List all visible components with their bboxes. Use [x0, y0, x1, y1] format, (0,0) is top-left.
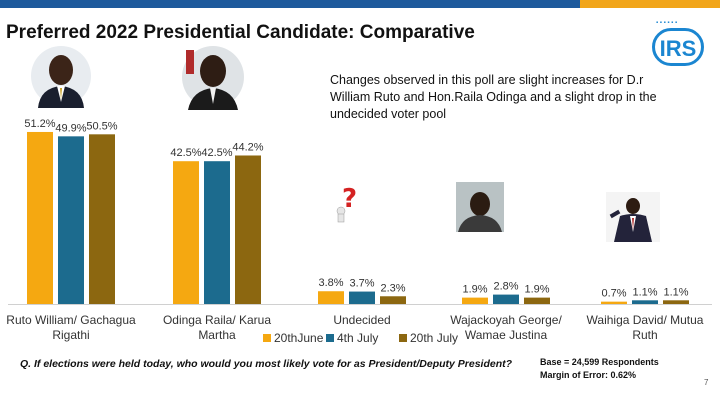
- page-number: 7: [704, 378, 709, 387]
- data-label-4-2: 1.1%: [663, 286, 688, 298]
- margin-of-error: Margin of Error: 0.62%: [540, 370, 637, 380]
- category-label-2-0: Undecided: [333, 313, 390, 327]
- candidate-photo-odinga: [182, 44, 244, 110]
- data-label-3-0: 1.9%: [462, 284, 487, 296]
- legend-label-1: 4th July: [337, 331, 378, 345]
- slide-title: Preferred 2022 Presidential Candidate: C…: [6, 22, 475, 43]
- bar-4-0: [601, 301, 627, 304]
- bar-0-0: [27, 131, 53, 304]
- bar-1-0: [173, 161, 199, 304]
- survey-question: Q. If elections were held today, who wou…: [20, 358, 513, 370]
- category-label-1-0: Odinga Raila/ Karua: [163, 313, 271, 327]
- bar-4-2: [663, 300, 689, 304]
- candidate-photo-wajackoyah: [456, 182, 504, 232]
- category-label-0-0: Ruto William/ Gachagua: [6, 313, 136, 327]
- category-label-1-1: Martha: [198, 328, 236, 342]
- data-label-2-0: 3.8%: [318, 277, 343, 289]
- data-label-3-2: 1.9%: [524, 284, 549, 296]
- bar-0-2: [89, 134, 115, 304]
- logo-text: IRS: [652, 28, 704, 66]
- poll-note: Changes observed in this poll are slight…: [330, 73, 657, 121]
- legend-swatch-1: [326, 334, 334, 342]
- data-label-0-1: 49.9%: [55, 122, 86, 134]
- data-label-2-2: 2.3%: [380, 282, 405, 294]
- logo-tagline-mark: ▪ ▪ ▪ ▪ ▪ ▪: [656, 20, 678, 26]
- bar-3-2: [524, 297, 550, 304]
- bar-2-2: [380, 296, 406, 304]
- data-label-1-1: 42.5%: [201, 147, 232, 159]
- bar-2-0: [318, 291, 344, 304]
- data-label-4-0: 0.7%: [601, 288, 626, 300]
- data-label-1-0: 42.5%: [170, 147, 201, 159]
- bar-1-2: [235, 155, 261, 304]
- category-label-4-0: Waihiga David/ Mutua: [587, 313, 704, 327]
- sample-info: Base = 24,599 Respondents Margin of Erro…: [540, 356, 659, 382]
- data-label-3-1: 2.8%: [493, 281, 518, 293]
- top-accent-orange: [580, 0, 720, 8]
- svg-text:?: ?: [342, 184, 357, 214]
- data-label-4-1: 1.1%: [632, 286, 657, 298]
- data-label-1-2: 44.2%: [232, 141, 263, 153]
- bar-1-1: [204, 161, 230, 304]
- category-label-0-1: Rigathi: [52, 328, 89, 342]
- bar-0-1: [58, 136, 84, 304]
- legend-label-2: 20th July: [410, 331, 458, 345]
- irs-logo: ▪ ▪ ▪ ▪ ▪ ▪ IRS: [648, 20, 708, 68]
- bar-4-1: [632, 300, 658, 304]
- legend-swatch-0: [263, 334, 271, 342]
- data-label-0-0: 51.2%: [24, 118, 55, 130]
- question-mark-figure: ?: [330, 183, 366, 225]
- candidate-photo-ruto: [30, 44, 92, 108]
- bar-3-0: [462, 297, 488, 304]
- legend-swatch-2: [399, 334, 407, 342]
- bar-2-1: [349, 291, 375, 304]
- candidate-photo-waihiga: [606, 192, 660, 242]
- category-label-3-1: Wamae Justina: [465, 328, 548, 342]
- data-label-2-1: 3.7%: [349, 278, 374, 290]
- bar-3-1: [493, 294, 519, 304]
- top-accent-bar: [0, 0, 720, 8]
- data-label-0-2: 50.5%: [86, 120, 117, 132]
- legend-label-0: 20thJune: [274, 331, 324, 345]
- category-label-4-1: Ruth: [632, 328, 657, 342]
- category-label-3-0: Wajackoyah George/: [450, 313, 562, 327]
- base-respondents: Base = 24,599 Respondents: [540, 357, 659, 367]
